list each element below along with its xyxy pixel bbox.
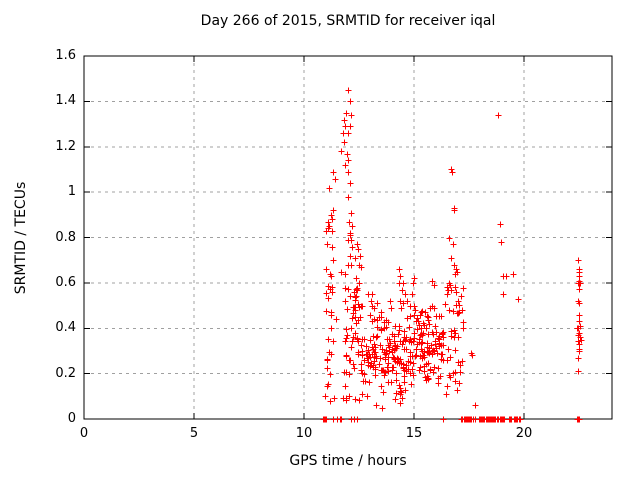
y-tick-label: 1.4 [55, 93, 76, 109]
y-tick-label: 0.2 [55, 365, 76, 381]
y-tick-label: 0.8 [55, 229, 76, 245]
x-tick-label: 0 [79, 426, 89, 441]
y-tick-label: 1.6 [55, 48, 76, 63]
y-tick-label: 0 [67, 411, 76, 426]
scatter-points [320, 87, 585, 423]
x-tick-label: 15 [405, 426, 423, 441]
x-tick-label: 20 [515, 426, 533, 441]
y-tick-label: 0.6 [55, 274, 76, 290]
x-axis-label: GPS time / hours [289, 453, 407, 469]
x-tick-label: 5 [189, 426, 199, 441]
y-tick-label: 0.4 [55, 320, 76, 336]
y-tick-label: 1.2 [55, 138, 76, 154]
chart-title: Day 266 of 2015, SRMTID for receiver iqa… [200, 13, 496, 29]
x-tick-label: 10 [295, 426, 313, 441]
y-tick-label: 1 [67, 184, 76, 200]
